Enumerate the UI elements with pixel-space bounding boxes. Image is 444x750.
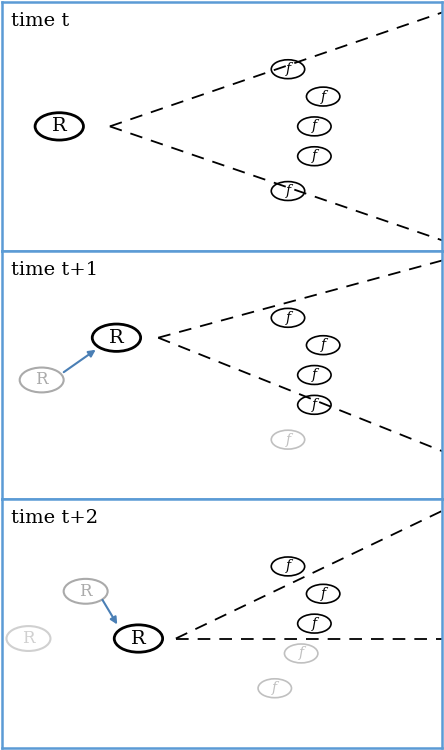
Text: time t: time t [11,12,69,30]
Text: f: f [312,398,317,412]
Text: R: R [52,118,67,136]
Text: f: f [285,433,290,447]
Text: f: f [272,681,278,695]
Text: f: f [321,586,326,601]
Text: f: f [285,62,290,76]
Text: R: R [36,371,48,388]
Text: f: f [299,646,304,661]
Text: R: R [22,630,35,647]
Text: R: R [131,629,146,647]
Text: time t+2: time t+2 [11,509,98,527]
Text: f: f [285,184,290,198]
Text: R: R [109,328,124,346]
Text: time t+1: time t+1 [11,261,98,279]
Text: f: f [285,310,290,325]
Text: f: f [285,560,290,574]
Text: f: f [312,368,317,382]
Text: f: f [312,119,317,134]
Text: R: R [79,583,92,600]
Text: f: f [321,338,326,352]
Text: f: f [312,149,317,164]
Text: f: f [312,616,317,631]
Text: f: f [321,89,326,104]
